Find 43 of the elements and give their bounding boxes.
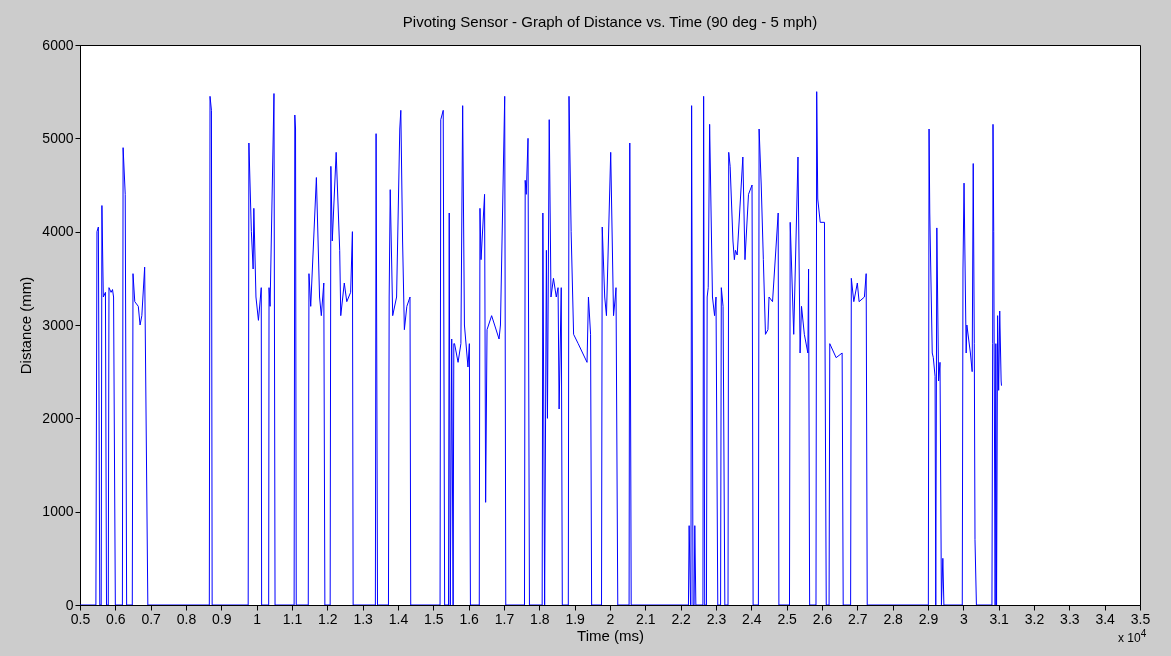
chart-title: Pivoting Sensor - Graph of Distance vs. Time (90 deg - 5 mph) xyxy=(402,13,818,30)
x-tick-label: 2 xyxy=(606,610,615,627)
x-tick-label: 1.7 xyxy=(494,610,515,627)
x-tick-label: 2.8 xyxy=(883,610,904,627)
x-tick-label: 2.7 xyxy=(848,610,868,627)
x-tick-label: 1 xyxy=(253,610,262,627)
x-tick-label: 2.9 xyxy=(918,610,939,627)
x-tick-label: 2.1 xyxy=(636,610,656,627)
x-tick-label: 2.6 xyxy=(812,610,833,627)
x-tick-label: 2.5 xyxy=(777,610,798,627)
x-tick-label: 0.6 xyxy=(106,610,126,627)
x-tick-label: 3 xyxy=(959,610,968,627)
x-tick-label: 3.2 xyxy=(1024,610,1045,627)
y-tick-label: 6000 xyxy=(42,36,74,53)
x-tick-label: 0.8 xyxy=(176,610,197,627)
x-tick-label: 1.8 xyxy=(530,610,550,627)
y-tick-label: 5000 xyxy=(42,129,74,146)
x-tick-label: 3.5 xyxy=(1130,610,1151,627)
y-tick-label: 4000 xyxy=(42,223,74,240)
x-tick-label: 0.9 xyxy=(212,610,232,627)
x-tick-label: 3.4 xyxy=(1095,610,1116,627)
x-tick-label: 1.6 xyxy=(459,610,480,627)
y-tick-label: 2000 xyxy=(42,409,74,426)
x-tick-label: 1.3 xyxy=(353,610,374,627)
x-tick-label: 1.5 xyxy=(424,610,444,627)
x-tick-label: 2.4 xyxy=(742,610,762,627)
x-tick-label: 3.3 xyxy=(1060,610,1080,627)
x-tick-label: 0.7 xyxy=(141,610,162,627)
y-tick-label: 1000 xyxy=(42,503,74,520)
y-axis-title: Distance (mm) xyxy=(17,276,35,375)
x-tick-label: 0.5 xyxy=(70,610,91,627)
x-tick-label: 1.1 xyxy=(282,610,303,627)
x-tick-label: 1.9 xyxy=(565,610,586,627)
x-axis-title: Time (ms) xyxy=(577,626,644,644)
x-tick-label: 3.1 xyxy=(989,610,1010,627)
x-tick-label: 2.2 xyxy=(671,610,692,627)
y-tick-label: 0 xyxy=(65,596,74,613)
y-tick-label: 3000 xyxy=(42,316,74,333)
x-tick-label: 1.4 xyxy=(388,610,409,627)
line-series xyxy=(80,91,1002,605)
x-tick-label: 2.3 xyxy=(706,610,727,627)
x-tick-label: 1.2 xyxy=(318,610,338,627)
text: x 10$^{4}$ xyxy=(1118,628,1147,645)
